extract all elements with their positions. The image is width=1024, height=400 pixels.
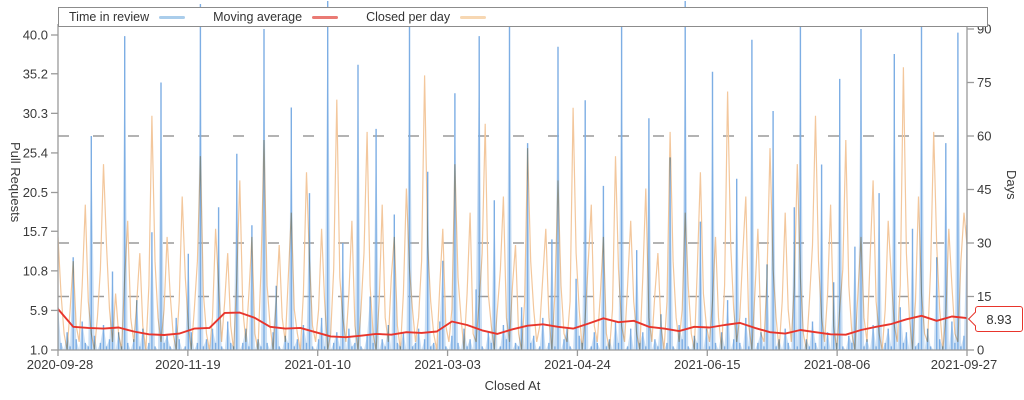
x-tick-label: 2020-09-28 [27, 357, 94, 372]
y-left-tick-label: 1.0 [30, 343, 48, 358]
moving-average-line [58, 308, 967, 339]
y-right-tick-label: 45 [977, 182, 991, 197]
legend: Time in review Moving average Closed per… [58, 7, 988, 27]
closed-per-day-line [58, 67, 967, 350]
legend-line-swatch-icon [159, 15, 186, 19]
legend-label: Moving average [213, 10, 303, 24]
legend-label: Closed per day [366, 10, 451, 24]
legend-item-moving-average[interactable]: Moving average [213, 10, 339, 24]
x-tick-label: 2021-03-03 [414, 357, 481, 372]
time-in-review-bars [58, 1, 967, 350]
x-tick-label: 2021-09-27 [931, 357, 998, 372]
x-tick-label: 2021-04-24 [544, 357, 611, 372]
left-axis-title: Pull Requests [8, 142, 23, 223]
x-tick-label: 2021-01-10 [284, 357, 351, 372]
y-left-tick-label: 35.2 [23, 66, 48, 81]
y-left-tick-label: 25.4 [23, 145, 48, 160]
y-left-tick-label: 20.5 [23, 185, 48, 200]
y-right-tick-label: 30 [977, 236, 991, 251]
y-right-tick-label: 75 [977, 75, 991, 90]
x-tick-label: 2021-08-06 [804, 357, 871, 372]
y-left-tick-label: 10.8 [23, 263, 48, 278]
moving-average-value: 8.93 [986, 311, 1012, 327]
y-left-tick-label: 15.7 [23, 224, 48, 239]
legend-line-swatch-icon [312, 15, 339, 19]
y-right-tick-label: 0 [977, 343, 984, 358]
right-axis-title: Days [1004, 170, 1019, 200]
x-axis-title: Closed At [484, 378, 541, 393]
y-left-tick-label: 40.0 [23, 28, 48, 43]
x-tick-label: 2020-11-19 [155, 357, 221, 372]
y-left-tick-label: 30.3 [23, 106, 48, 121]
y-right-tick-label: 15 [977, 289, 991, 304]
y-right-tick-label: 60 [977, 129, 991, 144]
time-in-review-area [58, 1, 967, 350]
legend-item-time-in-review[interactable]: Time in review [69, 10, 186, 24]
legend-item-closed-per-day[interactable]: Closed per day [366, 10, 487, 24]
legend-label: Time in review [69, 10, 150, 24]
moving-average-value-tag: 8.93 [975, 306, 1023, 332]
legend-line-swatch-icon [460, 15, 487, 19]
x-tick-label: 2021-06-15 [674, 357, 741, 372]
y-left-tick-label: 5.9 [30, 303, 48, 318]
